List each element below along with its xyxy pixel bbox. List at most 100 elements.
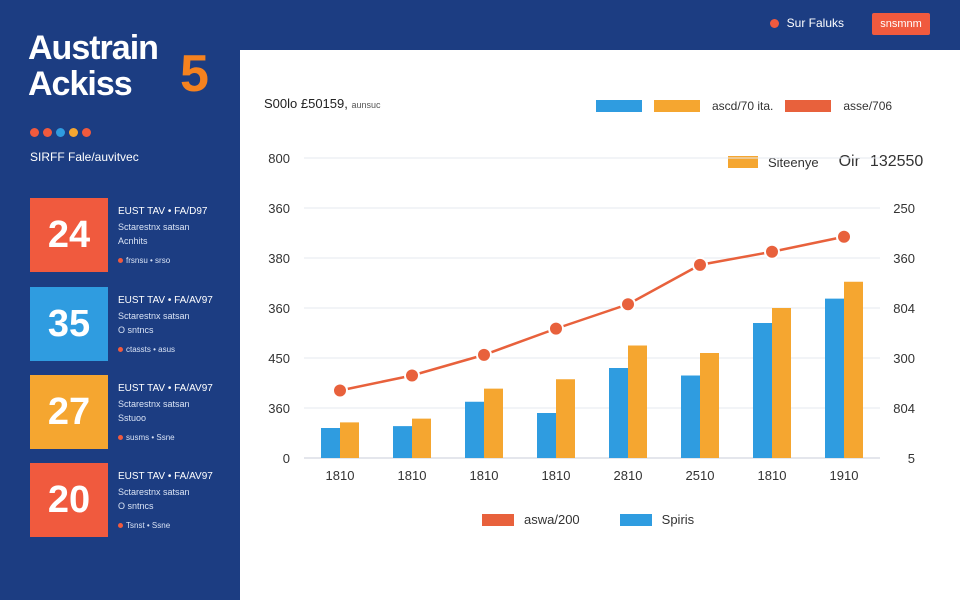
- top-bar: Sur Faluks snsmnm: [0, 0, 960, 50]
- y2-tick-label: 5: [908, 451, 915, 466]
- legend-label: aswa/200: [524, 512, 580, 527]
- series-line: [339, 235, 845, 392]
- stat-value: 35: [30, 287, 108, 361]
- y-tick-label: 360: [268, 301, 290, 316]
- legend-swatch: [785, 100, 832, 112]
- chart-title: S00lo £50159, aunsuc: [264, 96, 381, 111]
- stat-line-3: O sntncs: [118, 501, 154, 511]
- bar: [340, 422, 359, 458]
- bar: [537, 413, 556, 458]
- bar: [609, 368, 628, 458]
- y2-tick-label: 250: [893, 201, 915, 216]
- stat-line-2: Sctarestnx satsan: [118, 487, 190, 497]
- stat-value: 20: [30, 463, 108, 537]
- bar: [753, 323, 772, 458]
- line-point: [764, 243, 780, 260]
- bar: [825, 298, 844, 458]
- x-tick-label: 1910: [830, 468, 859, 483]
- y2-tick-label: 300: [893, 351, 915, 366]
- line-point: [692, 256, 708, 273]
- legend-swatch: [654, 100, 700, 112]
- sidebar-subtitle: SIRFF Fale/auvitvec: [30, 150, 139, 164]
- bar: [700, 353, 719, 458]
- stat-footer: ctassts • asus: [118, 345, 175, 354]
- stat-line-3: Acnhits: [118, 236, 148, 246]
- legend-label: Spiris: [661, 512, 695, 527]
- color-dot-icon: [30, 128, 39, 137]
- legend-bottom: aswa/200 Spiris: [482, 512, 694, 527]
- y-tick-label: 380: [268, 251, 290, 266]
- legend-value: 132550: [869, 153, 924, 170]
- stat-card[interactable]: 20 EUST TAV • FA/AV97 Sctarestnx satsan …: [30, 463, 230, 537]
- stat-card[interactable]: 27 EUST TAV • FA/AV97 Sctarestnx satsan …: [30, 375, 230, 449]
- header-button[interactable]: snsmnm: [872, 13, 930, 35]
- bar: [484, 388, 503, 458]
- line-point: [332, 382, 348, 399]
- color-dot-icon: [69, 128, 78, 137]
- y2-tick-label: 360: [893, 251, 915, 266]
- bar: [772, 308, 791, 458]
- stat-footer: Tsnst • Ssne: [118, 521, 170, 530]
- stat-line-2: Sctarestnx satsan: [118, 311, 190, 321]
- stat-card[interactable]: 24 EUST TAV • FA/D97 Sctarestnx satsan A…: [30, 198, 230, 272]
- logo-line-1: Austrain: [28, 29, 159, 67]
- stat-line-3: O sntncs: [118, 325, 154, 335]
- chart-title-main: S00lo £50159,: [264, 96, 348, 111]
- legend-swatch: [596, 100, 642, 112]
- status-dot-icon: [769, 18, 779, 28]
- nav-label[interactable]: Sur Faluks: [786, 16, 844, 30]
- legend-top: ascd/70 ita. asse/706: [596, 99, 892, 113]
- color-dot-icon: [56, 128, 65, 137]
- logo-number: 5: [180, 45, 209, 103]
- stat-heading: EUST TAV • FA/AV97: [118, 383, 213, 394]
- y-tick-label: 450: [268, 351, 290, 366]
- legend-swatch: [728, 156, 758, 168]
- stat-footer: susms • Ssne: [118, 433, 175, 442]
- chart-svg: 800 360 380 360 450 360 0 250 360 804 300 804 5 1810 1…: [268, 151, 915, 483]
- x-tick-label: 1810: [326, 468, 355, 483]
- y-tick-label: 360: [268, 401, 290, 416]
- y-tick-label: 800: [268, 151, 290, 166]
- bar: [628, 345, 647, 458]
- line-point: [476, 346, 492, 363]
- stat-heading: EUST TAV • FA/D97: [118, 206, 208, 217]
- x-tick-label: 1810: [470, 468, 499, 483]
- bar: [393, 426, 412, 458]
- top-nav[interactable]: Sur Faluks: [769, 16, 844, 30]
- stat-footer-text: susms • Ssne: [126, 433, 175, 442]
- x-tick-label: 1810: [758, 468, 787, 483]
- bullet-icon: [118, 347, 123, 352]
- bar: [556, 379, 575, 458]
- stat-value: 27: [30, 375, 108, 449]
- bar: [844, 281, 863, 458]
- legend-swatch: [482, 513, 514, 526]
- y-tick-label: 360: [268, 201, 290, 216]
- color-dot-icon: [43, 128, 52, 137]
- legend-swatch: [619, 513, 652, 526]
- bar: [412, 418, 431, 458]
- stat-card[interactable]: 35 EUST TAV • FA/AV97 Sctarestnx satsan …: [30, 287, 230, 361]
- line-point: [548, 320, 564, 337]
- stat-footer-text: frsnsu • srso: [126, 256, 171, 265]
- color-dot-icon: [82, 128, 91, 137]
- chart-panel: S00lo £50159, aunsuc ascd/70 ita. asse/7…: [240, 50, 960, 600]
- bullet-icon: [118, 523, 123, 528]
- stat-value: 24: [30, 198, 108, 272]
- stat-footer-text: ctassts • asus: [126, 345, 176, 354]
- color-dots: [30, 128, 91, 137]
- stat-footer-text: Tsnst • Ssne: [126, 521, 171, 530]
- stat-heading: EUST TAV • FA/AV97: [118, 471, 213, 482]
- legend-prefix: Oir: [838, 153, 860, 170]
- y2-tick-label: 804: [893, 301, 915, 316]
- x-tick-label: 1810: [542, 468, 571, 483]
- bar: [321, 428, 340, 458]
- stat-line-2: Sctarestnx satsan: [118, 222, 190, 232]
- stat-heading: EUST TAV • FA/AV97: [118, 295, 213, 306]
- line-point: [404, 367, 420, 384]
- stat-line-2: Sctarestnx satsan: [118, 399, 190, 409]
- bullet-icon: [118, 435, 123, 440]
- sidebar: Austrain Ackiss 5 SIRFF Fale/auvitvec 24…: [0, 0, 240, 600]
- x-tick-label: 2510: [686, 468, 715, 483]
- stat-footer: frsnsu • srso: [118, 256, 170, 265]
- legend-label: asse/706: [843, 99, 893, 113]
